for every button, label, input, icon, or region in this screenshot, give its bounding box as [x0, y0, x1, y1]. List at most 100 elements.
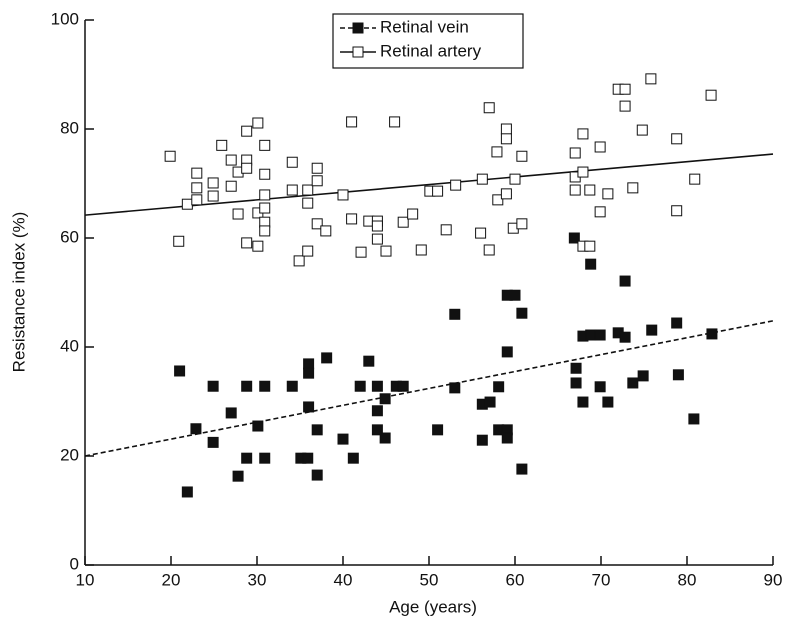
- point: [645, 73, 657, 85]
- point: [568, 232, 580, 244]
- point: [594, 329, 606, 341]
- point: [241, 125, 253, 137]
- point: [259, 202, 271, 214]
- legend-marker: [352, 22, 364, 34]
- point: [207, 380, 219, 392]
- point: [637, 370, 649, 382]
- point: [232, 208, 244, 220]
- point: [181, 198, 193, 210]
- point: [346, 116, 358, 128]
- point: [225, 180, 237, 192]
- point: [493, 381, 505, 393]
- point: [500, 123, 512, 135]
- point: [207, 190, 219, 202]
- point: [415, 244, 427, 256]
- legend-label: Retinal artery: [380, 41, 482, 60]
- point: [584, 240, 596, 252]
- point: [516, 150, 528, 162]
- point: [509, 289, 521, 301]
- point: [688, 413, 700, 425]
- point: [449, 382, 461, 394]
- point: [501, 346, 513, 358]
- point: [577, 396, 589, 408]
- point: [302, 245, 314, 257]
- point: [371, 424, 383, 436]
- point: [337, 433, 349, 445]
- point: [450, 179, 462, 191]
- point: [164, 150, 176, 162]
- point: [363, 355, 375, 367]
- point: [432, 185, 444, 197]
- y-tick-label: 0: [70, 554, 79, 573]
- point: [706, 328, 718, 340]
- point: [303, 401, 315, 413]
- point: [570, 377, 582, 389]
- point: [355, 246, 367, 258]
- trend-line: [84, 320, 774, 457]
- point: [432, 424, 444, 436]
- point: [594, 381, 606, 393]
- point: [241, 380, 253, 392]
- point: [311, 469, 323, 481]
- point: [500, 188, 512, 200]
- x-axis-label: Age (years): [389, 597, 477, 616]
- point: [602, 188, 614, 200]
- point: [190, 423, 202, 435]
- point: [379, 432, 391, 444]
- point: [594, 141, 606, 153]
- point: [570, 362, 582, 374]
- point: [225, 407, 237, 419]
- point: [259, 452, 271, 464]
- point: [347, 452, 359, 464]
- point: [585, 329, 597, 341]
- point: [259, 139, 271, 151]
- point: [181, 486, 193, 498]
- y-tick-label: 100: [51, 9, 79, 28]
- point: [311, 218, 323, 230]
- point: [225, 154, 237, 166]
- point: [705, 89, 717, 101]
- point: [627, 377, 639, 389]
- point: [241, 237, 253, 249]
- point: [407, 208, 419, 220]
- point: [321, 352, 333, 364]
- y-tick-label: 80: [60, 118, 79, 137]
- point: [241, 452, 253, 464]
- legend-box: [332, 13, 524, 69]
- point: [389, 116, 401, 128]
- point: [476, 434, 488, 446]
- point: [252, 420, 264, 432]
- point: [320, 225, 332, 237]
- point: [371, 233, 383, 245]
- point: [483, 102, 495, 114]
- point: [337, 189, 349, 201]
- point: [379, 393, 391, 405]
- point: [371, 380, 383, 392]
- point: [191, 194, 203, 206]
- point: [475, 227, 487, 239]
- point: [191, 167, 203, 179]
- point: [500, 133, 512, 145]
- point: [302, 184, 314, 196]
- y-tick-label: 20: [60, 445, 79, 464]
- point: [501, 432, 513, 444]
- legend-marker: [352, 46, 364, 58]
- point: [619, 331, 631, 343]
- point: [585, 258, 597, 270]
- point: [371, 405, 383, 417]
- point: [232, 470, 244, 482]
- legend-label: Retinal vein: [380, 17, 469, 36]
- point: [371, 220, 383, 232]
- x-tick-label: 20: [162, 570, 181, 589]
- x-tick-label: 40: [334, 570, 353, 589]
- point: [311, 162, 323, 174]
- point: [584, 184, 596, 196]
- point: [174, 365, 186, 377]
- point: [191, 182, 203, 194]
- point: [569, 147, 581, 159]
- point: [516, 218, 528, 230]
- point: [311, 175, 323, 187]
- x-tick-label: 60: [506, 570, 525, 589]
- x-tick-label: 80: [678, 570, 697, 589]
